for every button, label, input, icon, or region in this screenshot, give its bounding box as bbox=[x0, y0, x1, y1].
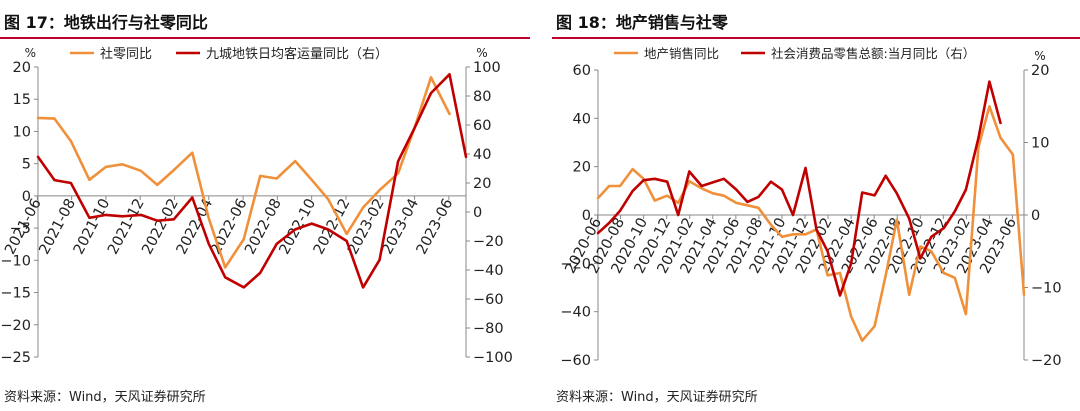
y-left-tick-label: −20 bbox=[0, 318, 31, 334]
y-left-tick-label: −25 bbox=[0, 350, 31, 366]
y-right-tick-label: −60 bbox=[473, 292, 504, 308]
source-note: 资料来源：Wind，天风证券研究所 bbox=[556, 390, 758, 405]
y-left-tick-label: −5 bbox=[10, 221, 31, 237]
y-right-tick-label: −10 bbox=[1031, 281, 1062, 297]
legend-label: 社会消费品零售总额:当月同比（右） bbox=[771, 46, 975, 61]
y-left-tick-label: −15 bbox=[0, 286, 31, 302]
series-line-0 bbox=[36, 76, 451, 269]
series-line-1 bbox=[596, 80, 1002, 297]
chart-title: 图 17：地铁出行与社零同比 bbox=[4, 13, 208, 32]
y-right-tick-label: 80 bbox=[473, 89, 491, 105]
y-right-unit-label: % bbox=[1034, 49, 1045, 63]
y-right-tick-label: −80 bbox=[473, 321, 504, 337]
y-left-tick-label: 5 bbox=[22, 157, 31, 173]
legend-label: 地产销售同比 bbox=[644, 46, 719, 61]
chart-panel-property-retail: 图 18：地产销售与社零 % 60 40 20 0 −20 −40 −60 20 10 0 −10 −2… bbox=[552, 0, 1080, 411]
y-right-tick-label: 20 bbox=[473, 176, 491, 192]
y-right-tick-label: −20 bbox=[473, 234, 504, 250]
y-right-tick-label: 20 bbox=[1031, 63, 1049, 79]
y-left-tick-label: −20 bbox=[560, 256, 591, 272]
y-left-tick-label: 40 bbox=[573, 111, 591, 127]
y-right-tick-label: 60 bbox=[473, 118, 491, 134]
y-left-tick-label: 10 bbox=[13, 124, 31, 140]
chart-panel-subway-retail: 图 17：地铁出行与社零同比 %% 20 15 10 5 0 −5 −10 −15 −20 −25 1… bbox=[0, 0, 530, 411]
chart-subway-retail: % %20151050−5−10−15−20−25100806040200−20−… bbox=[0, 46, 513, 366]
y-left-tick-label: 15 bbox=[13, 92, 31, 108]
y-left-tick-label: 60 bbox=[573, 63, 591, 79]
legend-label: 九城地铁日均客运量同比（右） bbox=[206, 46, 388, 62]
y-left-tick-label: −40 bbox=[560, 305, 591, 321]
series-line-1 bbox=[36, 73, 468, 289]
chart-title: 图 18：地产销售与社零 bbox=[556, 13, 728, 32]
y-right-tick-label: −40 bbox=[473, 263, 504, 279]
chart-property-retail: %6040200−20−40−6020100−10−202020-062020-… bbox=[560, 46, 1062, 369]
y-left-tick-label: −60 bbox=[560, 353, 591, 369]
y-right-tick-label: 40 bbox=[473, 147, 491, 163]
legend-label: 社零同比 bbox=[100, 46, 152, 62]
y-left-tick-label: −10 bbox=[0, 253, 31, 269]
y-right-tick-label: 0 bbox=[1031, 208, 1040, 224]
y-left-tick-label: 0 bbox=[582, 208, 591, 224]
y-right-unit-label: % bbox=[476, 46, 487, 60]
title-rule bbox=[552, 37, 1080, 39]
series-line-0 bbox=[596, 105, 1026, 342]
title-rule bbox=[0, 37, 530, 39]
y-left-tick-label: 0 bbox=[22, 189, 31, 205]
y-right-tick-label: 10 bbox=[1031, 136, 1049, 152]
y-left-unit-label: % bbox=[25, 46, 36, 60]
source-note: 资料来源：Wind，天风证券研究所 bbox=[4, 390, 206, 405]
y-left-tick-label: 20 bbox=[13, 60, 31, 76]
y-right-tick-label: −20 bbox=[1031, 353, 1062, 369]
y-right-tick-label: −100 bbox=[473, 350, 513, 366]
y-left-tick-label: 20 bbox=[573, 160, 591, 176]
y-right-tick-label: 0 bbox=[473, 205, 482, 221]
y-right-tick-label: 100 bbox=[473, 60, 501, 76]
